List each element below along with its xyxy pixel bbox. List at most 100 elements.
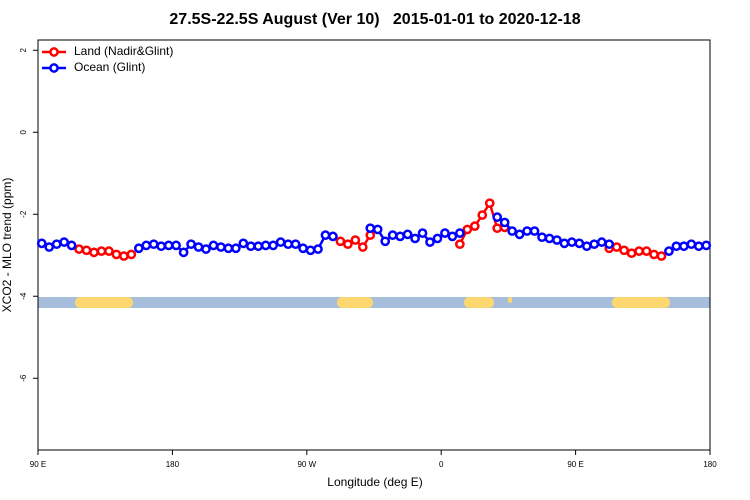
data-point: [51, 239, 62, 250]
data-point: [455, 228, 465, 238]
data-point: [36, 238, 47, 249]
data-point: [328, 231, 338, 242]
land-patch: [464, 297, 494, 308]
data-point: [216, 242, 226, 252]
data-point: [641, 246, 652, 256]
data-point: [96, 246, 107, 256]
data-point: [410, 233, 420, 244]
data-point: [104, 246, 114, 256]
data-point: [664, 246, 674, 256]
data-point: [567, 237, 577, 247]
data-point: [492, 223, 503, 234]
data-point: [238, 238, 249, 249]
data-point: [253, 241, 264, 252]
data-point: [402, 229, 413, 240]
data-point: [462, 224, 473, 235]
data-point: [260, 240, 271, 251]
x-tick-label: 180: [166, 460, 180, 469]
data-point: [231, 243, 241, 254]
data-point: [193, 242, 204, 252]
data-point: [559, 238, 570, 249]
data-point: [649, 249, 659, 260]
data-point: [111, 249, 122, 260]
legend-marker: [49, 47, 59, 57]
data-point: [59, 237, 69, 247]
data-point: [492, 212, 503, 222]
x-tick-label: 180: [703, 460, 717, 469]
x-tick-label: 90 W: [297, 460, 316, 469]
data-point: [701, 240, 712, 251]
data-point: [417, 228, 428, 238]
legend-label: Ocean (Glint): [74, 60, 145, 74]
data-point: [335, 236, 346, 247]
y-tick-label: -2: [19, 210, 28, 218]
data-point: [574, 238, 585, 249]
data-point: [305, 245, 316, 256]
data-point: [148, 239, 159, 250]
data-point: [283, 239, 293, 250]
data-point: [268, 240, 279, 251]
data-point: [656, 251, 667, 261]
data-point: [455, 239, 465, 250]
x-tick-label: 90 E: [567, 460, 583, 469]
land-patch: [337, 297, 373, 308]
data-point: [387, 230, 398, 241]
data-point: [313, 244, 323, 254]
y-axis-label: XCO2 - MLO trend (ppm): [0, 178, 14, 313]
data-point: [186, 239, 196, 250]
data-point: [74, 244, 84, 254]
data-point: [81, 245, 92, 256]
data-point: [44, 242, 55, 252]
data-point: [529, 226, 540, 236]
data-point: [171, 240, 181, 251]
data-point: [208, 240, 219, 251]
data-point: [619, 245, 629, 256]
data-point: [537, 232, 547, 243]
data-point: [163, 240, 174, 251]
y-tick-label: 0: [19, 129, 28, 134]
data-point: [440, 228, 450, 238]
data-point: [626, 248, 637, 259]
data-point: [201, 244, 211, 254]
data-point: [66, 240, 77, 251]
data-point: [133, 243, 144, 254]
data-point: [686, 239, 697, 250]
data-point: [425, 237, 435, 247]
data-point: [178, 247, 189, 258]
x-tick-label: 90 E: [30, 460, 46, 469]
data-point: [365, 223, 376, 234]
data-point: [611, 242, 622, 252]
data-point: [469, 221, 480, 231]
data-point: [156, 241, 167, 252]
land-mask: [38, 297, 710, 308]
data-point: [275, 237, 286, 247]
data-point: [589, 239, 600, 250]
data-point: [679, 241, 689, 252]
data-point: [245, 241, 256, 252]
data-point: [432, 233, 443, 244]
y-tick-label: -6: [19, 374, 28, 382]
data-point: [544, 233, 555, 244]
y-tick-label: 2: [19, 47, 28, 52]
land-patch: [75, 297, 133, 308]
data-point: [223, 243, 234, 254]
data-point: [320, 230, 331, 241]
data-point: [447, 231, 458, 242]
data-point: [395, 231, 405, 242]
legend-marker: [49, 63, 59, 73]
data-point: [499, 217, 510, 228]
data-point: [596, 237, 607, 247]
x-axis-label: Longitude (deg E): [327, 475, 422, 489]
data-point: [119, 251, 129, 261]
chart-title: 27.5S-22.5S August (Ver 10) 2015-01-01 t…: [169, 11, 580, 28]
data-point: [581, 241, 592, 252]
data-point: [693, 241, 704, 252]
legend-label: Land (Nadir&Glint): [74, 44, 173, 58]
data-point: [634, 246, 644, 256]
y-tick-label: -4: [19, 292, 28, 300]
data-point: [298, 243, 308, 254]
mask-band: [38, 297, 710, 308]
x-tick-label: 0: [439, 460, 444, 469]
data-point: [89, 247, 99, 258]
